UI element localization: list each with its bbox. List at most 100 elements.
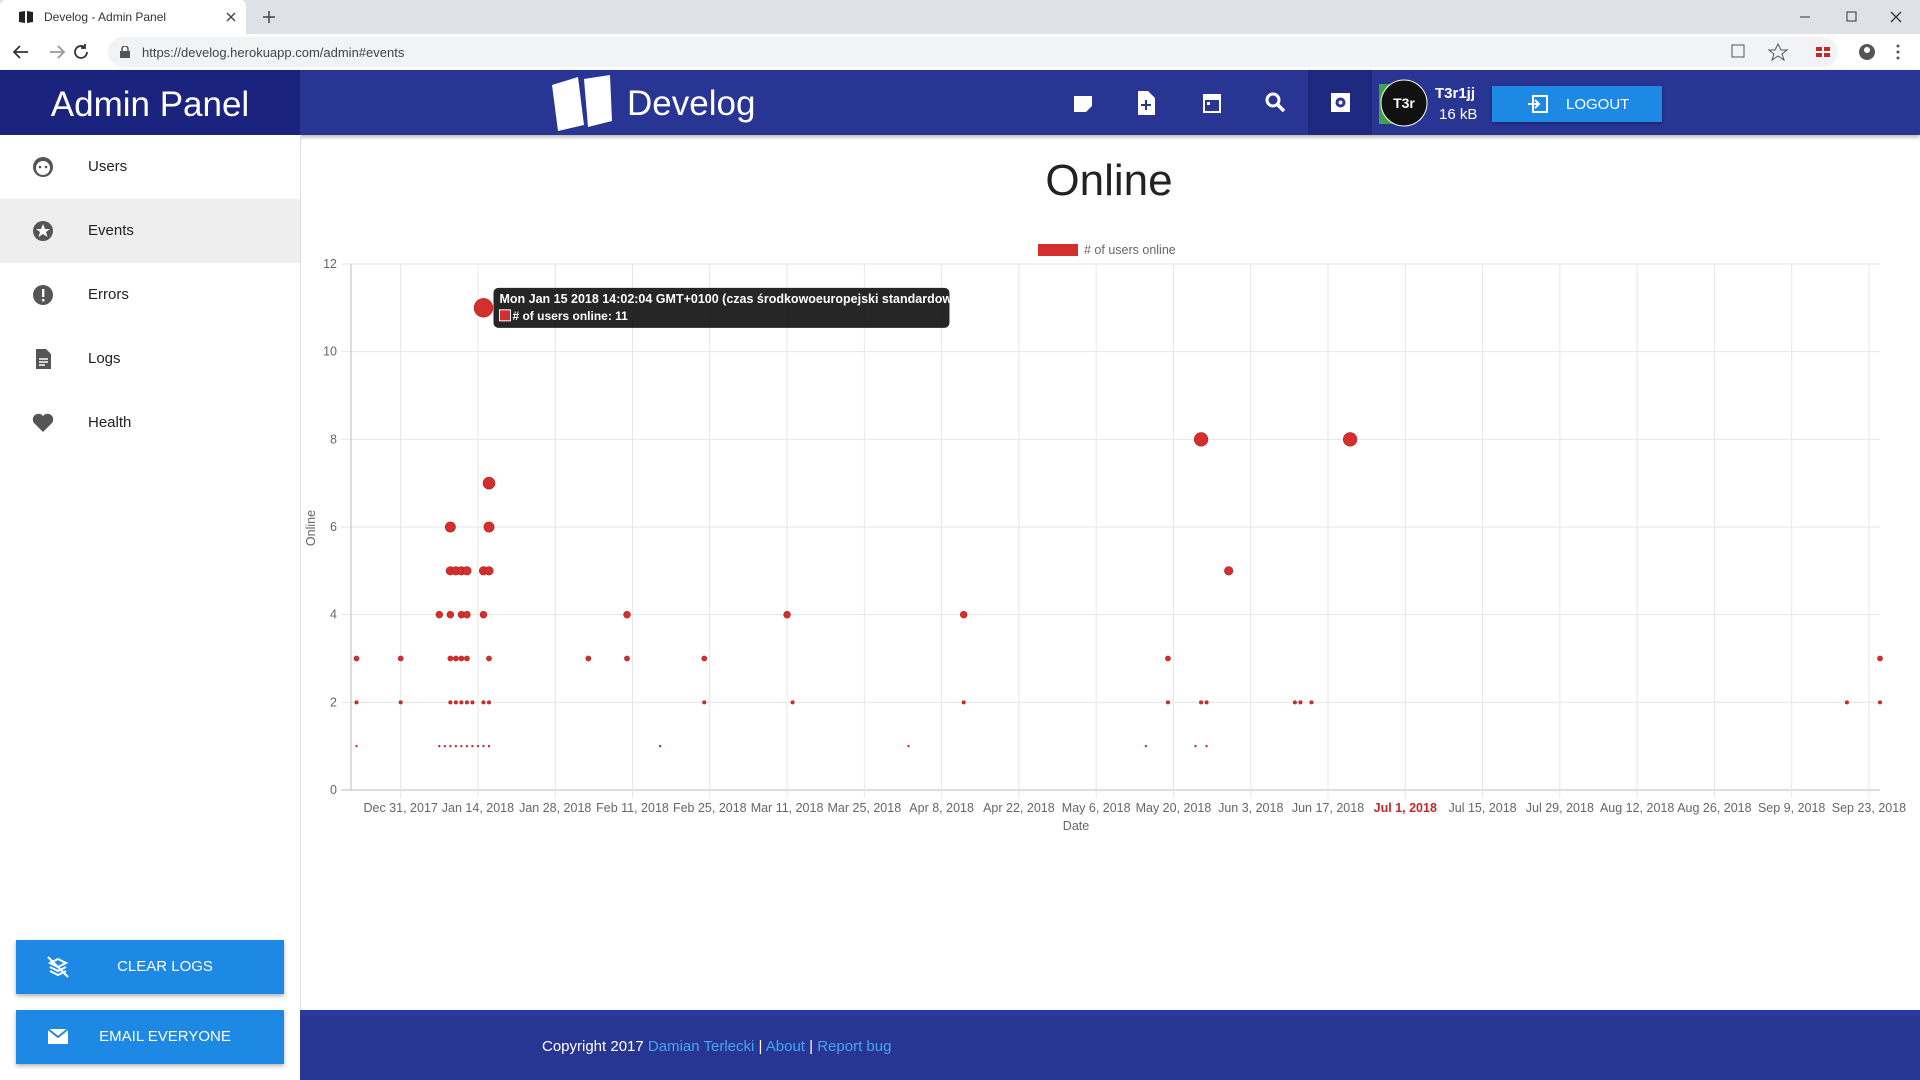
header-icons[interactable] (1070, 88, 1360, 118)
tooltip-text: # of users online: 11 (512, 309, 628, 323)
data-point (470, 700, 475, 705)
x-tick-label: Jun 3, 2018 (1218, 801, 1283, 815)
data-point (476, 745, 480, 748)
x-axis-label: Date (1063, 819, 1089, 833)
data-point (464, 700, 469, 705)
data-point (1342, 432, 1358, 447)
data-point (453, 700, 458, 705)
data-point (397, 655, 404, 662)
user-name[interactable]: T3r1jj (1435, 85, 1476, 102)
new-tab[interactable] (263, 11, 275, 23)
panel-title: Admin Panel (50, 85, 250, 124)
x-tick-label: Jul 29, 2018 (1526, 801, 1594, 815)
data-point (354, 700, 359, 705)
tooltip-swatch (498, 309, 511, 322)
tooltip (493, 287, 950, 328)
sidebar-item[interactable]: Logs (0, 327, 300, 391)
data-point (464, 655, 470, 662)
data-point (1165, 655, 1171, 662)
x-tick-label: Feb 25, 2018 (673, 801, 747, 815)
brand-logo[interactable] (548, 75, 614, 131)
sidebar-icon (33, 157, 53, 177)
copyright: Copyright 2017 (542, 1038, 644, 1055)
sidebar-label: Events (88, 222, 134, 239)
sidebar-label: Errors (88, 286, 129, 303)
tab[interactable]: Develog - Admin Panel (0, 0, 246, 34)
tab-title: Develog - Admin Panel (44, 10, 167, 24)
data-point (458, 655, 465, 662)
sidebar-item[interactable]: Health (0, 391, 300, 455)
data-point (624, 655, 630, 662)
data-point (1205, 745, 1208, 748)
data-point (623, 610, 631, 619)
x-tick-label: Aug 26, 2018 (1677, 801, 1751, 815)
data-point (447, 655, 454, 662)
footer-text: Copyright 2017 Damian Terlecki | About |… (542, 1038, 891, 1055)
y-axis-label: Online (304, 510, 318, 546)
x-tick-label: Apr 8, 2018 (909, 801, 974, 815)
data-point (444, 521, 456, 533)
separator: | (809, 1038, 814, 1055)
x-tick-label: May 6, 2018 (1062, 801, 1131, 815)
data-point (465, 745, 469, 748)
x-tick-label: Aug 12, 2018 (1600, 801, 1674, 815)
data-point (449, 745, 452, 748)
x-tick-label: Jan 28, 2018 (519, 801, 591, 815)
data-point (473, 298, 494, 318)
logout-button[interactable]: LOGOUT (1492, 86, 1662, 122)
window-controls[interactable] (1798, 10, 1918, 24)
sidebar-item[interactable]: Events (0, 199, 300, 263)
tab-close[interactable] (226, 12, 236, 22)
x-tick-label: Jun 17, 2018 (1292, 801, 1364, 815)
data-point (438, 745, 441, 748)
data-point (658, 745, 662, 748)
data-point (479, 610, 488, 619)
address-bar: https://develog.herokuapp.com/admin#even… (0, 34, 1920, 71)
author-link[interactable]: Damian Terlecki (647, 1038, 755, 1055)
sidebar-button[interactable]: EMAIL EVERYONE (16, 1010, 284, 1064)
legend-label: # of users online (1084, 243, 1176, 257)
data-point (486, 655, 492, 662)
sidebar-item[interactable]: Errors (0, 263, 300, 327)
y-tick-label: 12 (323, 257, 337, 271)
data-point (702, 700, 707, 705)
sidebar-button[interactable]: CLEAR LOGS (16, 940, 284, 994)
data-point (471, 745, 474, 748)
data-point (486, 700, 491, 705)
data-point (960, 610, 968, 619)
data-point (355, 745, 358, 748)
toolbar-icons[interactable] (1730, 43, 1910, 61)
data-point (1204, 700, 1209, 705)
avatar[interactable]: T3r (1379, 78, 1429, 128)
about-link[interactable]: About (765, 1038, 805, 1055)
data-point (790, 700, 795, 705)
data-point (1292, 700, 1297, 705)
data-point (1844, 700, 1849, 705)
y-tick-label: 8 (330, 432, 337, 446)
report-link[interactable]: Report bug (817, 1038, 892, 1055)
omnibox[interactable]: https://develog.herokuapp.com/admin#even… (108, 37, 1838, 67)
button-icon (47, 1028, 69, 1044)
x-tick-label: Sep 9, 2018 (1758, 801, 1825, 815)
chart-title: Online (1045, 156, 1172, 205)
sidebar-label: Users (88, 158, 128, 175)
data-point (585, 655, 592, 662)
nav-buttons[interactable] (12, 43, 92, 61)
data-point (459, 700, 464, 705)
sidebar-icon (33, 285, 53, 305)
x-tick-label: Jul 15, 2018 (1449, 801, 1517, 815)
x-tick-label: Mar 11, 2018 (751, 801, 824, 815)
sidebar-item[interactable]: Users (0, 135, 300, 199)
x-tick-label: Sep 23, 2018 (1832, 801, 1906, 815)
data-point (484, 566, 494, 576)
tab-bar: Develog - Admin Panel (0, 0, 1920, 34)
brand-name[interactable]: Develog (627, 84, 756, 123)
data-point (454, 745, 458, 748)
data-point (701, 655, 708, 662)
y-tick-label: 0 (330, 783, 337, 797)
sidebar-icon (36, 349, 51, 369)
data-point (1199, 700, 1204, 705)
x-tick-label: Apr 22, 2018 (983, 801, 1055, 815)
data-point (443, 745, 446, 748)
